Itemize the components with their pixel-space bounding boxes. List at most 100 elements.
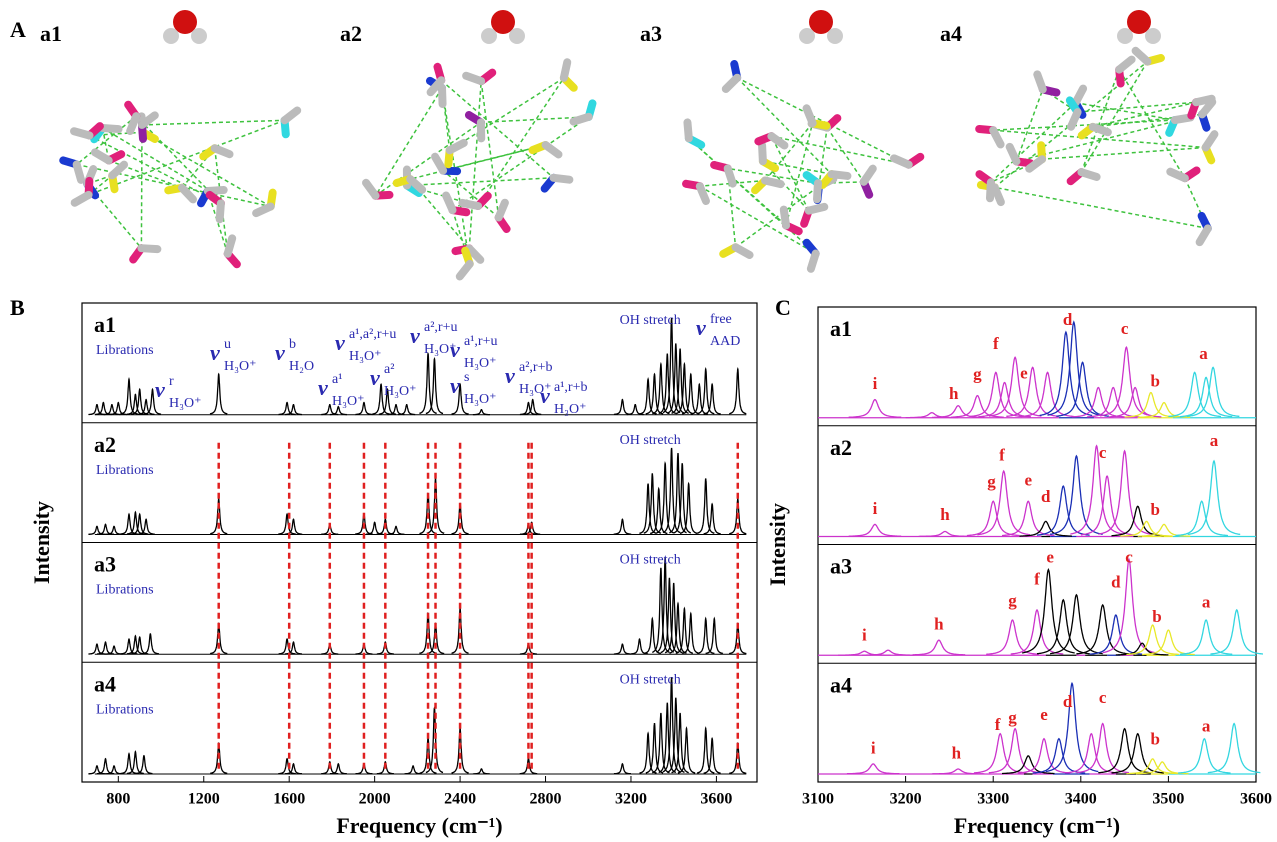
peak (613, 518, 632, 535)
hydrogen-bond (826, 127, 865, 183)
hydrogen-bond (990, 102, 1077, 183)
peak (658, 702, 677, 774)
bond (723, 164, 737, 188)
hydrogen-bond (440, 79, 555, 179)
bond (1201, 130, 1219, 152)
peak (973, 732, 1027, 774)
peak (1137, 523, 1191, 537)
peak-label: d (1063, 310, 1073, 329)
structure-label: a3 (640, 21, 662, 46)
hydrogen-bond (213, 148, 229, 254)
peak (631, 638, 649, 655)
bond (859, 164, 877, 186)
annotation: Librations (96, 583, 154, 598)
hydrogen-bond (135, 115, 222, 204)
peak (1100, 345, 1153, 417)
peak (88, 403, 106, 416)
bond (721, 73, 742, 93)
peak (1179, 619, 1233, 655)
peak (1178, 737, 1231, 774)
peak (986, 619, 1039, 655)
peak (1050, 593, 1103, 655)
bond (462, 71, 486, 86)
row-label: a4 (94, 671, 116, 696)
hydrogen-bond (468, 81, 482, 249)
peak (524, 398, 542, 416)
hydrogen-bond (699, 185, 817, 255)
x-tick-label: 2800 (530, 791, 562, 808)
annotation: OH stretch (620, 313, 681, 328)
hydrogen-bond (207, 190, 229, 254)
panel-label: A (10, 17, 26, 42)
peak-label: g (987, 472, 996, 491)
peak (1002, 500, 1055, 537)
peak (472, 409, 490, 416)
peak (88, 643, 106, 655)
bond (406, 175, 427, 194)
bond (1088, 122, 1112, 137)
peak (284, 403, 302, 416)
peak-label: e (1040, 705, 1048, 724)
peak (662, 318, 681, 414)
peak (1049, 454, 1103, 535)
peak (666, 343, 685, 414)
hydrogen-bond (449, 77, 565, 151)
annotation-sup: a¹,a²,r+u (349, 327, 396, 342)
x-tick-label: 3600 (700, 791, 732, 808)
peak (677, 726, 696, 774)
hydrogen-bond (1184, 177, 1209, 229)
peak (1076, 603, 1130, 655)
peak (848, 398, 902, 418)
peak (703, 382, 722, 415)
peak (419, 351, 437, 415)
peak (404, 765, 422, 775)
peak (105, 765, 123, 775)
annotation-sup: u (224, 337, 231, 352)
peak (1111, 732, 1164, 774)
peak-label: a (1202, 593, 1211, 612)
peak (88, 765, 106, 775)
peak (675, 361, 694, 415)
peak-label: d (1041, 487, 1051, 506)
peak (1080, 475, 1134, 536)
bond (465, 244, 485, 264)
nu-symbol: ν (335, 330, 345, 355)
peak (126, 750, 144, 775)
row-label: a4 (830, 672, 852, 697)
panel-label: C (775, 295, 791, 320)
row-label: a3 (830, 554, 852, 579)
annotation-sup: a²,r+u (424, 320, 457, 335)
hydrogen-bond (89, 134, 222, 204)
hydrogen-bond (441, 87, 471, 265)
peak-label: g (973, 364, 982, 383)
peak-label: a (1210, 431, 1219, 450)
bond (108, 160, 129, 180)
bond (177, 183, 197, 204)
peak-label: h (934, 614, 944, 633)
hydrogen-bond (1077, 101, 1197, 113)
bond (779, 205, 791, 230)
peak (209, 372, 228, 415)
panel-label: B (10, 295, 25, 320)
bond (362, 178, 380, 200)
peak-label: b (1151, 730, 1160, 749)
annotation: Librations (96, 463, 154, 478)
peak (519, 401, 538, 416)
hydrogen (799, 28, 815, 44)
peak (1115, 642, 1169, 656)
peak-label: h (940, 505, 950, 524)
peak (1019, 520, 1072, 537)
annotation-sup: a²,r+b (519, 360, 552, 375)
x-tick-label: 3200 (890, 791, 922, 808)
peak-label: a (1199, 344, 1208, 363)
bond (1195, 224, 1212, 247)
annotation: OH stretch (620, 553, 681, 568)
hydrogen-bond (142, 131, 272, 208)
peak-label: f (999, 446, 1005, 465)
bond (683, 118, 693, 143)
peak-label: f (1034, 570, 1040, 589)
bond (1067, 108, 1082, 131)
peak (1168, 371, 1221, 418)
nu-symbol: ν (155, 377, 165, 402)
